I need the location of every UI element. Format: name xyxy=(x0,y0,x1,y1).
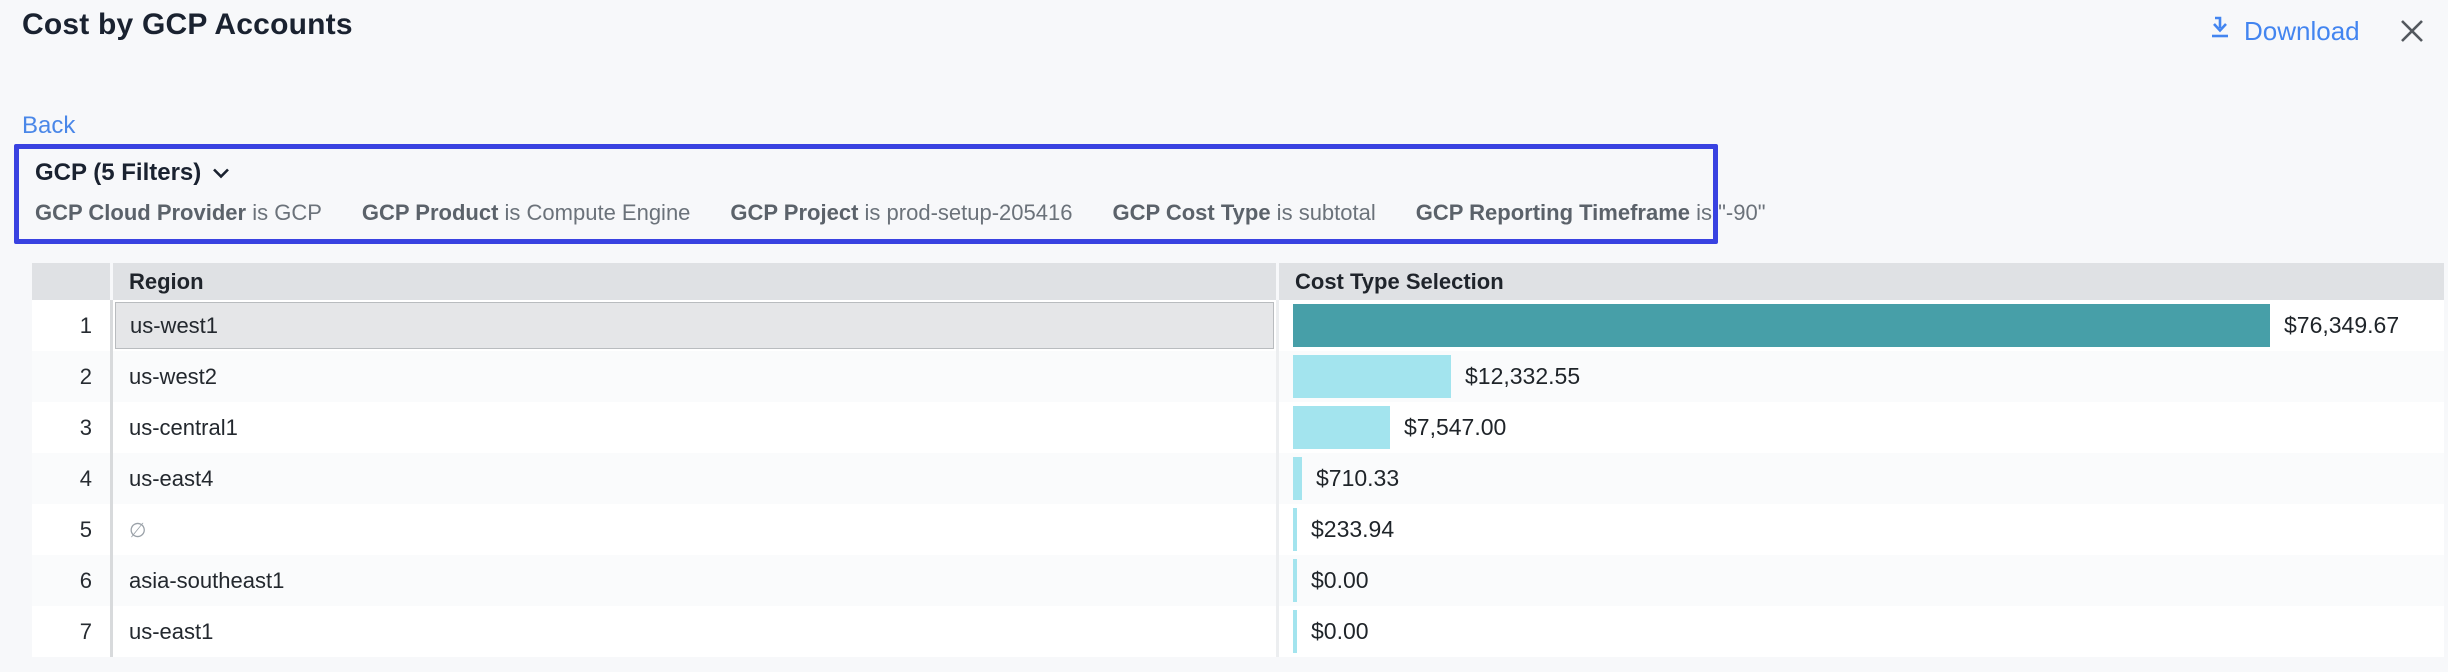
filter-operator: is xyxy=(1270,200,1299,225)
filter-operator: is xyxy=(858,200,887,225)
cost-cell[interactable]: $0.00 xyxy=(1279,606,2444,657)
filter-value: "-90" xyxy=(1718,200,1766,225)
cost-value-label: $0.00 xyxy=(1311,618,1369,644)
region-cell[interactable]: asia-southeast1 xyxy=(113,555,1276,606)
download-icon xyxy=(2206,14,2234,49)
filter-summary-label: GCP (5 Filters) xyxy=(35,159,202,186)
close-icon xyxy=(2396,15,2428,50)
cost-value-label: $233.94 xyxy=(1311,516,1395,542)
filter-operator: is xyxy=(1690,200,1719,225)
table-row: 3 us-central1 $7,547.00 xyxy=(32,402,2444,453)
region-cell[interactable]: us-east1 xyxy=(113,606,1276,657)
cost-value-label: $710.33 xyxy=(1316,465,1400,491)
cost-cell[interactable]: $7,547.00 xyxy=(1279,402,2444,453)
table-header: Region Cost Type Selection xyxy=(32,263,2444,300)
cost-table: Region Cost Type Selection 1 us-west1 $7… xyxy=(32,263,2444,657)
cost-cell[interactable]: $233.94 xyxy=(1279,504,2444,555)
filter-chip[interactable]: GCP Reporting Timeframe is "-90" xyxy=(1416,200,1766,226)
cost-bar xyxy=(1293,457,1302,500)
table-row: 4 us-east4 $710.33 xyxy=(32,453,2444,504)
filter-name: GCP Reporting Timeframe xyxy=(1415,200,1690,225)
filter-chip[interactable]: GCP Project is prod-setup-205416 xyxy=(730,200,1072,226)
row-index-cell: 2 xyxy=(32,351,110,402)
table-row: 5 ∅ $233.94 xyxy=(32,504,2444,555)
column-header-index xyxy=(32,263,110,300)
filter-name: GCP Product xyxy=(361,200,499,225)
filter-name: GCP Cost Type xyxy=(1112,200,1271,225)
filter-operator: is xyxy=(498,200,527,225)
row-index-cell: 6 xyxy=(32,555,110,606)
region-label: asia-southeast1 xyxy=(129,567,285,593)
row-index-cell: 5 xyxy=(32,504,110,555)
cost-value-label: $7,547.00 xyxy=(1404,414,1507,440)
table-row: 7 us-east1 $0.00 xyxy=(32,606,2444,657)
filter-name: GCP Project xyxy=(730,200,859,225)
filter-value: GCP xyxy=(274,200,322,225)
region-cell[interactable]: us-central1 xyxy=(113,402,1276,453)
cost-bar xyxy=(1293,610,1297,653)
row-index-cell: 4 xyxy=(32,453,110,504)
filter-value: Compute Engine xyxy=(526,200,691,225)
filter-name: GCP Cloud Provider xyxy=(35,200,247,225)
cost-bar xyxy=(1293,559,1297,602)
filter-value: prod-setup-205416 xyxy=(886,200,1073,225)
download-label: Download xyxy=(2244,16,2360,46)
cost-bar xyxy=(1293,304,2270,347)
back-link[interactable]: Back xyxy=(22,112,76,139)
cost-cell[interactable]: $12,332.55 xyxy=(1279,351,2444,402)
region-cell[interactable]: us-west2 xyxy=(113,351,1276,402)
filter-operator: is xyxy=(246,200,275,225)
download-button[interactable]: Download xyxy=(2206,14,2360,49)
row-index-cell: 3 xyxy=(32,402,110,453)
row-index-cell: 7 xyxy=(32,606,110,657)
table-body: 1 us-west1 $76,349.67 2 us-west2 $12,332… xyxy=(32,300,2444,657)
column-header-cost-type-selection[interactable]: Cost Type Selection xyxy=(1279,263,2444,300)
region-label: us-west2 xyxy=(129,363,218,389)
chevron-down-icon xyxy=(211,159,231,187)
filter-box: GCP (5 Filters) GCP Cloud Provider is GC… xyxy=(14,144,1766,244)
filter-chip[interactable]: GCP Cloud Provider is GCP xyxy=(35,200,322,226)
cost-bar xyxy=(1293,355,1451,398)
cost-value-label: $0.00 xyxy=(1311,567,1369,593)
close-button[interactable] xyxy=(2392,12,2432,52)
cost-bar xyxy=(1293,406,1390,449)
column-header-region[interactable]: Region xyxy=(113,263,1276,300)
region-label: us-east4 xyxy=(129,465,214,491)
filter-value: subtotal xyxy=(1298,200,1376,225)
region-label: us-east1 xyxy=(129,618,214,644)
cost-value-label: $76,349.67 xyxy=(2284,312,2400,338)
region-cell[interactable]: us-west1 xyxy=(113,300,1276,351)
cost-cell[interactable]: $710.33 xyxy=(1279,453,2444,504)
cost-cell[interactable]: $0.00 xyxy=(1279,555,2444,606)
region-cell[interactable]: ∅ xyxy=(113,504,1276,555)
table-row: 6 asia-southeast1 $0.00 xyxy=(32,555,2444,606)
row-index-cell: 1 xyxy=(32,300,110,351)
region-label: us-west1 xyxy=(130,312,219,338)
page-title: Cost by GCP Accounts xyxy=(22,8,353,41)
region-label: us-central1 xyxy=(129,414,238,440)
filter-list: GCP Cloud Provider is GCP GCP Product is… xyxy=(35,200,1766,226)
cost-value-label: $12,332.55 xyxy=(1465,363,1581,389)
table-row: 1 us-west1 $76,349.67 xyxy=(32,300,2444,351)
filter-chip[interactable]: GCP Cost Type is subtotal xyxy=(1112,200,1375,226)
cost-bar xyxy=(1293,508,1297,551)
region-label: ∅ xyxy=(129,519,147,542)
table-row: 2 us-west2 $12,332.55 xyxy=(32,351,2444,402)
filter-chip[interactable]: GCP Product is Compute Engine xyxy=(362,200,691,226)
filter-summary-toggle[interactable]: GCP (5 Filters) xyxy=(35,159,231,187)
cost-cell[interactable]: $76,349.67 xyxy=(1279,300,2444,351)
region-cell[interactable]: us-east4 xyxy=(113,453,1276,504)
